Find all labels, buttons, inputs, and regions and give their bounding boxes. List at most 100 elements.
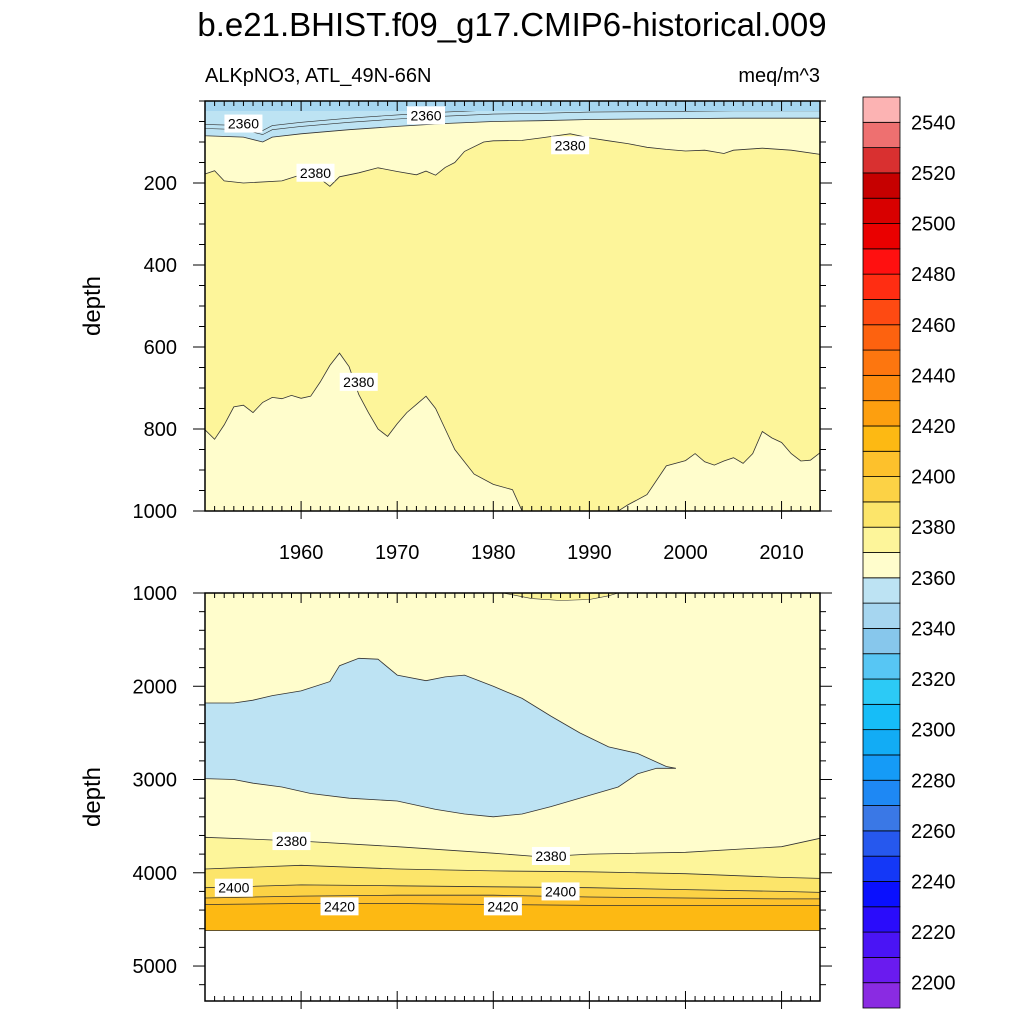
y-tick-label: 800 — [144, 419, 177, 441]
chart-title: b.e21.BHIST.f09_g17.CMIP6-historical.009 — [197, 6, 826, 43]
svg-text:2400: 2400 — [545, 883, 576, 899]
band-2380 — [204, 133, 821, 512]
colorbar: 2200 2220 2240 2260 2280 2300 2320 2340 2360 2380… — [862, 96, 956, 1009]
y-tick-label: 2000 — [133, 676, 178, 698]
colorbar-swatch — [862, 450, 901, 477]
colorbar-swatch — [862, 602, 901, 629]
y-tick-label: 600 — [144, 337, 177, 359]
colorbar-swatch — [862, 223, 901, 250]
colorbar-swatch — [862, 678, 901, 705]
colorbar-tick-label: 2500 — [911, 214, 956, 236]
colorbar-swatch — [862, 552, 901, 579]
contour-label: 2380 — [339, 372, 378, 391]
contour-line — [204, 110, 820, 135]
colorbar-tick-label: 2320 — [911, 669, 956, 691]
colorbar-tick-label: 2260 — [911, 821, 956, 843]
colorbar-swatch — [862, 349, 901, 376]
y-tick-label: 1000 — [133, 583, 178, 605]
svg-text:2420: 2420 — [487, 898, 518, 914]
y-tick-label: 200 — [144, 173, 177, 195]
svg-text:2380: 2380 — [276, 833, 307, 849]
contour-label: 2360 — [224, 114, 263, 133]
colorbar-tick-label: 2340 — [911, 618, 956, 640]
y-tick-label: 3000 — [133, 770, 178, 792]
colorbar-swatch — [862, 147, 901, 174]
colorbar-tick-label: 2400 — [911, 467, 956, 489]
colorbar-swatch — [862, 931, 901, 958]
colorbar-swatch — [862, 729, 901, 756]
colorbar-swatch — [862, 172, 901, 199]
colorbar-tick-label: 2440 — [911, 365, 956, 387]
x-tick-label: 1990 — [567, 542, 612, 564]
svg-text:2380: 2380 — [343, 374, 374, 390]
blob-2360 — [204, 657, 676, 818]
band-2420 — [204, 903, 821, 931]
contour-label: 2420 — [483, 897, 522, 916]
colorbar-tick-label: 2520 — [911, 163, 956, 185]
colorbar-swatch — [862, 121, 901, 149]
colorbar-swatch — [862, 248, 901, 275]
colorbar-tick-label: 2300 — [911, 720, 956, 742]
colorbar-swatch — [862, 501, 901, 528]
colorbar-swatch — [862, 374, 901, 402]
colorbar-swatch — [862, 830, 901, 857]
colorbar-swatch — [862, 982, 901, 1009]
x-tick-label: 2000 — [663, 542, 708, 564]
contour-label: 2380 — [531, 846, 570, 865]
colorbar-tick-label: 2460 — [911, 315, 956, 337]
upper-panel: 2360 2360 2380 2380 2380 1960 1970 1980 1990 2000… — [79, 100, 832, 564]
colorbar-swatch — [862, 526, 901, 553]
y-tick-label: 400 — [144, 255, 177, 277]
colorbar-swatch — [862, 628, 901, 655]
colorbar-swatch — [862, 96, 901, 123]
contour-label: 2420 — [320, 897, 359, 916]
svg-text:2380: 2380 — [535, 848, 566, 864]
svg-text:2360: 2360 — [228, 116, 259, 132]
colorbar-swatch — [862, 425, 901, 452]
colorbar-swatch — [862, 476, 901, 503]
y-tick-label: 4000 — [133, 863, 178, 885]
colorbar-swatch — [862, 324, 901, 351]
colorbar-swatch — [862, 779, 901, 806]
x-tick-label: 2010 — [759, 542, 804, 564]
colorbar-swatch — [862, 881, 901, 908]
colorbar-tick-label: 2540 — [911, 112, 956, 134]
contour-label: 2380 — [296, 163, 335, 182]
svg-text:2380: 2380 — [300, 165, 331, 181]
colorbar-swatch — [862, 855, 901, 882]
x-tick-label: 1970 — [375, 542, 420, 564]
colorbar-swatch — [862, 805, 901, 832]
left-subtitle: ALKpNO3, ATL_49N-66N — [205, 65, 431, 87]
colorbar-tick-label: 2240 — [911, 871, 956, 893]
svg-text:2400: 2400 — [218, 880, 249, 896]
y-tick-label: 5000 — [133, 956, 178, 978]
colorbar-tick-label: 2200 — [911, 973, 956, 995]
colorbar-swatch — [862, 653, 901, 680]
contour-label: 2400 — [214, 878, 253, 897]
lower-panel: 2380 2380 2400 2400 2420 2420 1000 2000 3000 4000… — [79, 583, 832, 1009]
colorbar-tick-label: 2220 — [911, 922, 956, 944]
x-tick-label: 1980 — [471, 542, 516, 564]
colorbar-swatch — [862, 299, 901, 326]
y-tick-label: 1000 — [133, 501, 178, 523]
colorbar-tick-label: 2420 — [911, 416, 956, 438]
y-axis-label: depth — [79, 276, 106, 336]
colorbar-tick-label: 2360 — [911, 568, 956, 590]
svg-text:2360: 2360 — [410, 107, 441, 123]
svg-text:2420: 2420 — [324, 898, 355, 914]
colorbar-swatch — [862, 703, 901, 731]
colorbar-swatch — [862, 577, 901, 604]
colorbar-tick-label: 2480 — [911, 264, 956, 286]
right-subtitle: meq/m^3 — [738, 65, 820, 87]
colorbar-swatch — [862, 906, 901, 933]
colorbar-swatch — [862, 956, 901, 984]
svg-text:2380: 2380 — [555, 137, 586, 153]
colorbar-swatch — [862, 754, 901, 781]
colorbar-tick-label: 2380 — [911, 517, 956, 539]
colorbar-swatch — [862, 400, 901, 427]
contour-label: 2360 — [407, 106, 446, 125]
colorbar-tick-label: 2280 — [911, 770, 956, 792]
x-tick-label: 1960 — [279, 542, 324, 564]
contour-label: 2380 — [272, 832, 311, 851]
